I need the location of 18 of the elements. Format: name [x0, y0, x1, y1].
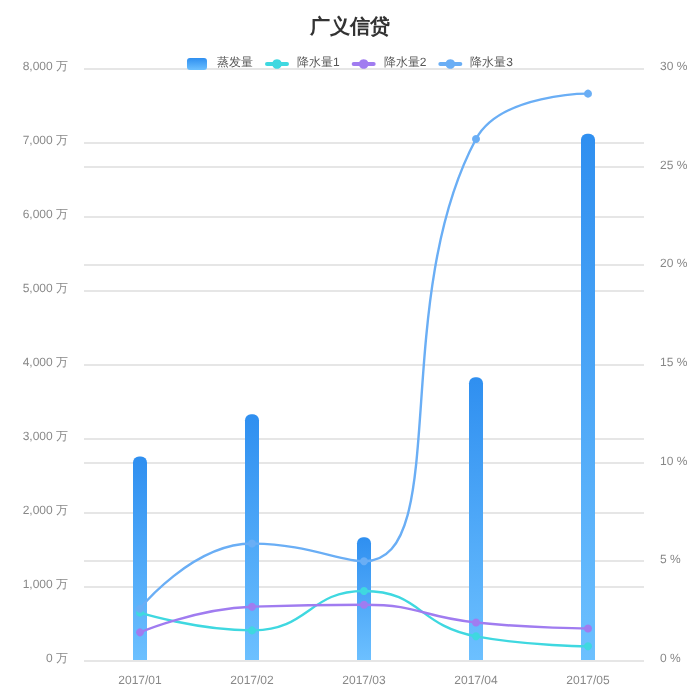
- point: [360, 600, 368, 609]
- bar: [581, 133, 595, 660]
- point: [472, 135, 480, 144]
- point: [584, 642, 592, 651]
- chart-title: 广义信贷: [308, 15, 390, 39]
- point: [360, 586, 368, 595]
- point: [360, 557, 368, 566]
- point: [248, 626, 256, 635]
- point: [248, 602, 256, 611]
- point: [472, 632, 480, 641]
- point: [248, 539, 256, 548]
- point: [472, 618, 480, 627]
- bar: [133, 456, 147, 660]
- bar: [469, 377, 483, 660]
- point: [136, 628, 144, 637]
- point: [584, 89, 592, 98]
- bar: [245, 414, 259, 660]
- point: [584, 624, 592, 633]
